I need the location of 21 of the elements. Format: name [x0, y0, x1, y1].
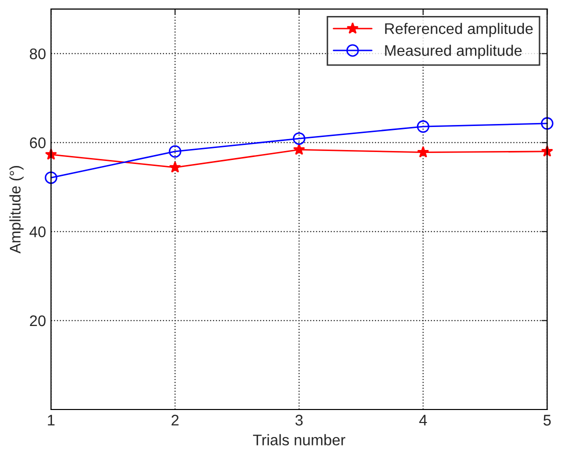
y-axis-title: Amplitude (°) — [9, 166, 24, 254]
point — [416, 120, 430, 133]
point — [417, 146, 430, 158]
x-tick-label: 3 — [295, 414, 303, 426]
x-tick-label: 5 — [544, 414, 551, 426]
x-tick-label: 4 — [419, 414, 427, 426]
point — [292, 132, 306, 145]
legend-label: Referenced amplitude — [385, 22, 533, 38]
y-tick-label: 60 — [30, 137, 46, 148]
point — [540, 117, 554, 130]
y-tick-label: 80 — [30, 48, 46, 60]
point — [169, 161, 182, 173]
point — [168, 145, 182, 158]
x-tick-label: 1 — [48, 414, 55, 426]
point — [44, 171, 58, 184]
x-tick-label: 2 — [172, 414, 179, 426]
y-tick-label: 20 — [30, 315, 46, 326]
x-axis-title: Trials number — [253, 434, 346, 446]
legend-label: Measured amplitude — [385, 44, 522, 59]
point — [293, 143, 306, 155]
y-tick-label: 40 — [30, 226, 46, 238]
